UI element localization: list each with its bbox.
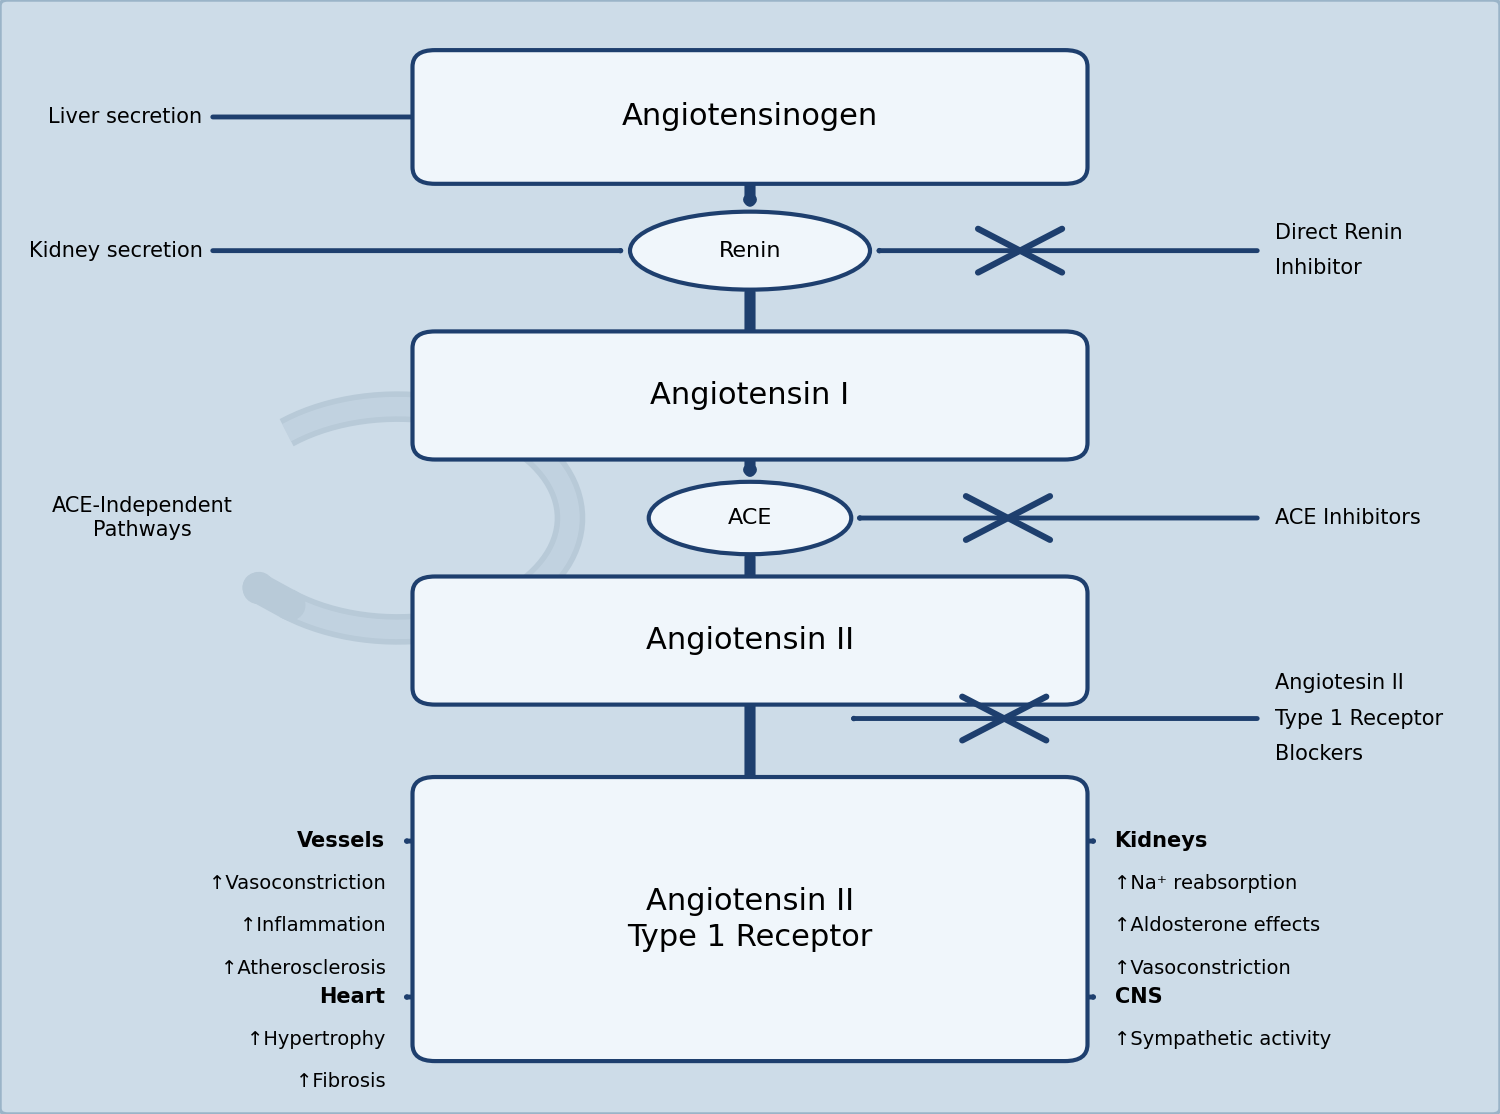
Text: ↑Atherosclerosis: ↑Atherosclerosis [220,958,386,978]
Text: ↑Aldosterone effects: ↑Aldosterone effects [1114,916,1320,936]
Text: Type 1 Receptor: Type 1 Receptor [1275,709,1443,729]
Text: Liver secretion: Liver secretion [48,107,202,127]
Text: Direct Renin: Direct Renin [1275,223,1402,243]
Text: ACE Inhibitors: ACE Inhibitors [1275,508,1420,528]
Text: ↑Inflammation: ↑Inflammation [240,916,386,936]
Text: CNS: CNS [1114,987,1162,1007]
Text: Kidneys: Kidneys [1114,831,1208,851]
Text: Inhibitor: Inhibitor [1275,258,1362,278]
Text: ↑Vasoconstriction: ↑Vasoconstriction [209,873,386,893]
Text: ACE: ACE [728,508,772,528]
Text: Heart: Heart [320,987,386,1007]
Text: ACE-Independent
Pathways: ACE-Independent Pathways [53,497,232,539]
Text: ↑Sympathetic activity: ↑Sympathetic activity [1114,1029,1332,1049]
Text: Renin: Renin [718,241,782,261]
Text: Kidney secretion: Kidney secretion [28,241,202,261]
Text: Angiotesin II: Angiotesin II [1275,673,1404,693]
Text: Angiotensin I: Angiotensin I [651,381,849,410]
Text: Angiotensinogen: Angiotensinogen [622,102,878,131]
Text: Blockers: Blockers [1275,744,1364,764]
FancyBboxPatch shape [413,50,1088,184]
Text: ↑Fibrosis: ↑Fibrosis [296,1072,386,1092]
Ellipse shape [648,481,852,555]
FancyBboxPatch shape [413,577,1088,705]
Text: Angiotensin II
Type 1 Receptor: Angiotensin II Type 1 Receptor [627,887,873,951]
Ellipse shape [630,212,870,290]
Text: Vessels: Vessels [297,831,386,851]
Text: Angiotensin II: Angiotensin II [646,626,854,655]
FancyBboxPatch shape [413,778,1088,1061]
FancyBboxPatch shape [413,332,1088,459]
Text: ↑Na⁺ reabsorption: ↑Na⁺ reabsorption [1114,873,1298,893]
Text: ↑Vasoconstriction: ↑Vasoconstriction [1114,958,1292,978]
Text: ↑Hypertrophy: ↑Hypertrophy [248,1029,386,1049]
